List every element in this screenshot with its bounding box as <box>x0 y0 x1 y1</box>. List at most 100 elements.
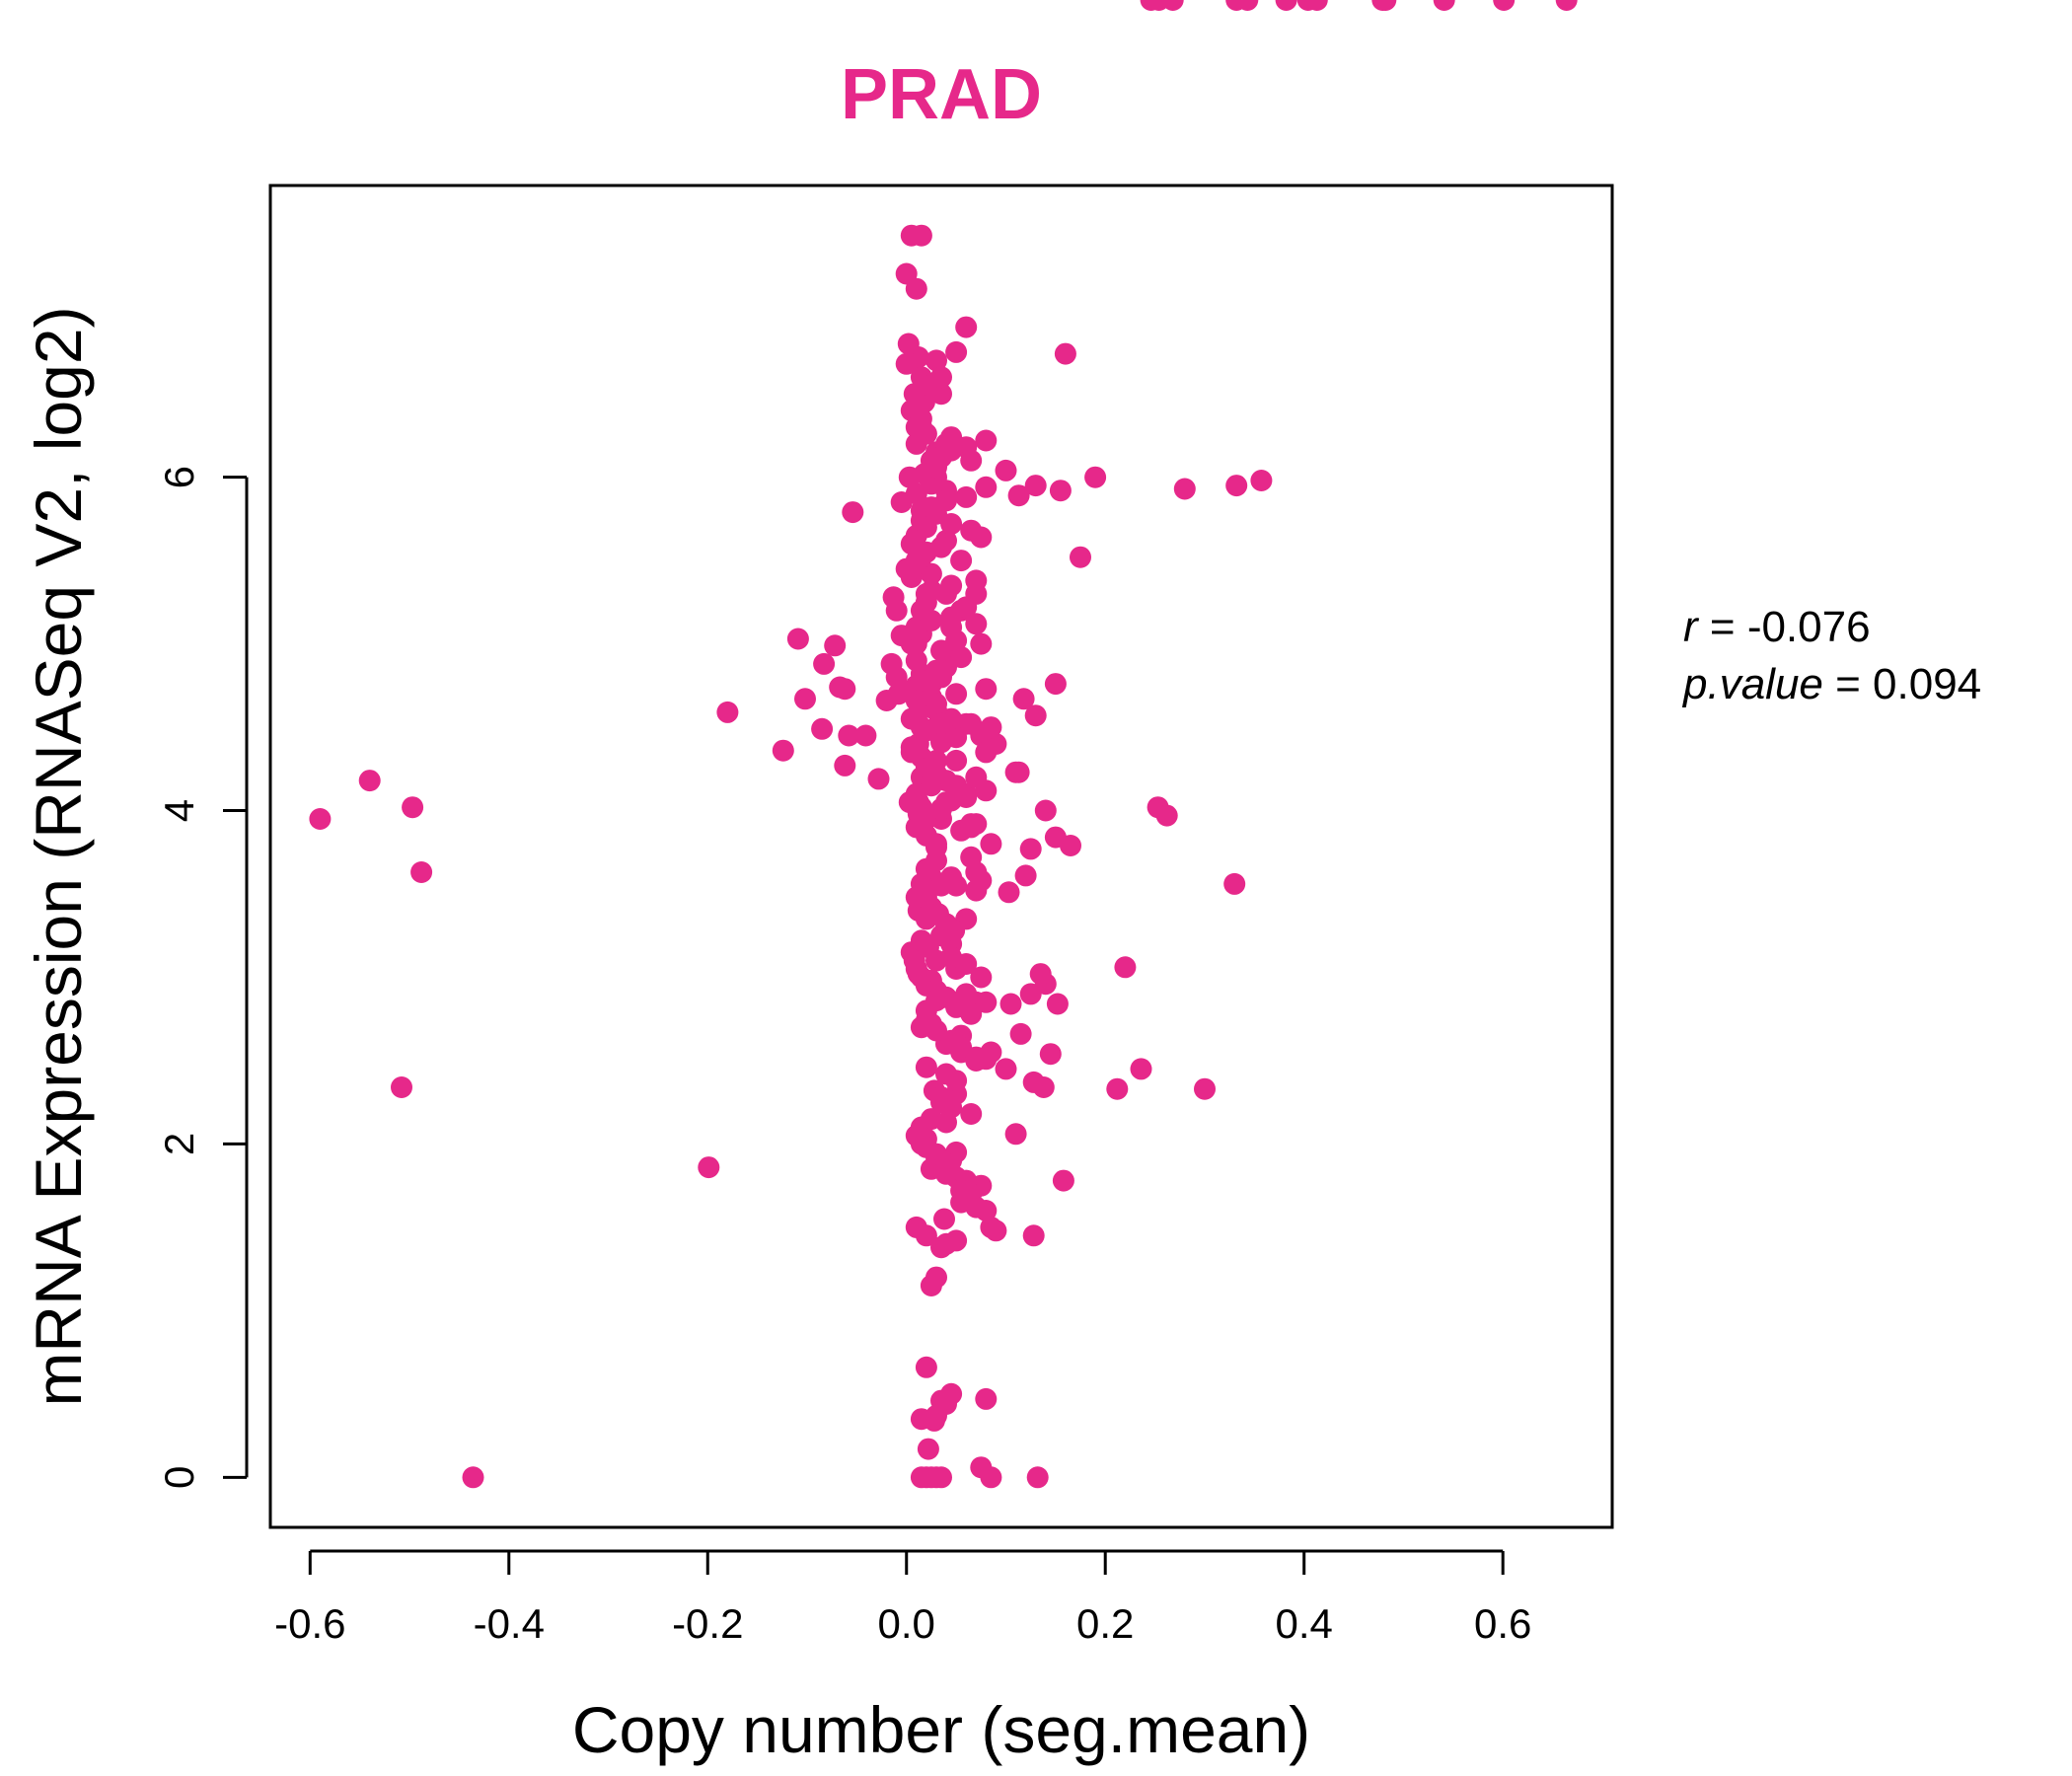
data-point <box>975 779 998 802</box>
data-point <box>930 874 952 897</box>
data-point <box>998 881 1020 904</box>
data-point <box>970 632 993 655</box>
x-axis-label: Copy number (seg.mean) <box>572 1693 1310 1766</box>
data-point <box>923 1409 945 1432</box>
data-point <box>1022 1071 1045 1093</box>
data-point <box>1054 342 1076 365</box>
data-point <box>933 1208 955 1230</box>
data-point <box>995 459 1017 481</box>
data-point <box>905 886 927 909</box>
data-point <box>940 1382 963 1405</box>
data-point <box>960 813 983 836</box>
data-point <box>309 808 332 830</box>
data-point <box>925 836 947 858</box>
x-tick-label: 0.4 <box>1276 1600 1333 1647</box>
x-tick-label: -0.6 <box>274 1600 345 1647</box>
data-point <box>867 768 890 790</box>
data-point <box>925 990 947 1012</box>
data-point <box>935 489 957 512</box>
data-point <box>1024 475 1047 497</box>
chart-title: PRAD <box>841 55 1042 134</box>
data-point <box>903 383 925 406</box>
data-point <box>975 1387 998 1410</box>
data-point <box>1140 0 1162 11</box>
data-point <box>955 485 978 508</box>
data-point <box>965 1196 988 1219</box>
data-point <box>975 991 998 1013</box>
correlation-stat: r = -0.076 <box>1683 603 1871 651</box>
data-point <box>910 224 932 247</box>
data-point <box>1004 1123 1027 1146</box>
stats-block: r = -0.076 p.value = 0.094 <box>1681 603 1981 708</box>
data-point <box>975 678 998 701</box>
data-point <box>410 861 433 883</box>
data-point <box>970 966 993 989</box>
p-label: p.value <box>1681 660 1823 708</box>
data-point <box>1044 826 1067 849</box>
data-point <box>1009 1022 1032 1045</box>
data-point <box>1275 0 1297 11</box>
data-point <box>1374 0 1397 11</box>
p-value: 0.094 <box>1873 660 1981 708</box>
data-point <box>980 1466 1002 1489</box>
x-tick-label: 0.2 <box>1076 1600 1134 1647</box>
data-point <box>925 349 947 372</box>
data-point <box>1305 0 1328 11</box>
data-point <box>920 579 942 602</box>
data-point <box>965 613 988 635</box>
data-point <box>1070 546 1091 568</box>
data-point <box>1555 0 1578 11</box>
data-point <box>1084 466 1107 488</box>
data-point <box>854 724 877 747</box>
data-point <box>999 993 1022 1015</box>
data-point <box>955 953 978 975</box>
r-value: -0.076 <box>1747 603 1871 651</box>
data-point <box>1225 475 1248 497</box>
data-point <box>915 1356 937 1378</box>
data-point <box>885 599 908 622</box>
data-point <box>786 628 809 650</box>
data-point <box>930 536 952 558</box>
data-point <box>945 1070 968 1092</box>
x-axis: -0.6 -0.4 -0.2 0.0 0.2 0.4 0.6 <box>274 1549 1531 1647</box>
data-point <box>794 688 816 710</box>
data-point <box>995 1058 1017 1080</box>
data-point <box>1114 956 1137 979</box>
data-point <box>950 646 973 669</box>
data-point <box>905 1216 927 1238</box>
data-point <box>920 609 942 631</box>
data-point <box>1012 688 1035 710</box>
x-tick-label: 0.6 <box>1474 1600 1531 1647</box>
data-point <box>1004 761 1027 783</box>
data-point <box>895 352 918 375</box>
data-point <box>960 1002 983 1025</box>
r-label: r <box>1683 603 1700 651</box>
y-axis: 0 2 4 6 <box>156 466 249 1489</box>
data-point <box>772 739 794 762</box>
data-point <box>1130 1058 1152 1080</box>
r-equals: = <box>1710 603 1747 651</box>
data-point <box>940 1096 963 1119</box>
data-point <box>834 678 856 701</box>
plot-frame <box>268 184 1614 1529</box>
data-point <box>1024 704 1047 727</box>
data-point <box>885 666 908 689</box>
data-point <box>1155 804 1178 827</box>
data-point <box>1106 1077 1129 1100</box>
data-point <box>391 1076 412 1098</box>
data-point <box>985 1220 1007 1242</box>
data-point <box>1052 1169 1074 1192</box>
data-point <box>950 550 973 572</box>
data-point <box>1007 484 1030 507</box>
data-point <box>920 1275 942 1296</box>
data-point <box>1225 0 1248 11</box>
data-point <box>824 634 847 657</box>
data-point <box>960 1103 983 1125</box>
data-point <box>905 277 927 300</box>
y-tick-label: 2 <box>156 1133 202 1155</box>
data-point <box>975 741 998 764</box>
points-layer <box>309 0 1578 1489</box>
data-point <box>897 333 920 355</box>
x-tick-label: -0.2 <box>672 1600 743 1647</box>
data-point <box>890 491 913 513</box>
